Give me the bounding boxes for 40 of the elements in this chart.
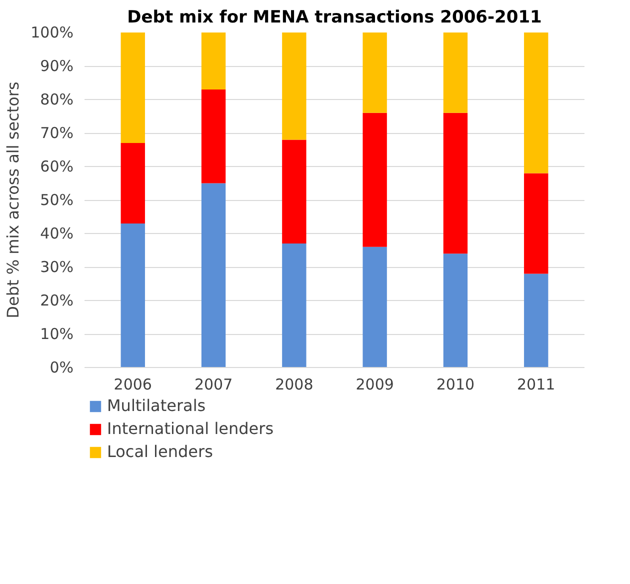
bar — [201, 32, 226, 90]
legend-label: International lenders — [107, 419, 274, 438]
x-tick-label: 2011 — [517, 376, 556, 394]
bar — [524, 274, 548, 368]
legend-label: Multilaterals — [107, 396, 206, 415]
bar — [524, 173, 548, 274]
bar — [443, 32, 468, 113]
x-tick-label: 2007 — [194, 376, 233, 394]
bar — [362, 112, 387, 247]
y-tick-label: 0% — [50, 358, 74, 376]
y-tick-label: 90% — [40, 57, 74, 75]
bar — [282, 244, 306, 368]
y-tick-label: 10% — [40, 325, 74, 343]
bar — [120, 143, 145, 224]
bar — [362, 246, 387, 368]
y-tick-label: 80% — [40, 90, 74, 108]
bar — [120, 223, 145, 368]
x-tick-label: 2009 — [356, 376, 394, 394]
y-axis-title: Debt % mix across all sectors — [4, 82, 23, 318]
bar — [201, 183, 226, 368]
y-tick-label: 100% — [30, 24, 74, 42]
y-tick-label: 60% — [40, 158, 74, 176]
bar — [282, 32, 306, 140]
legend-label: Local lenders — [107, 442, 213, 461]
y-tick-label: 50% — [40, 191, 74, 209]
y-tick-label: 20% — [40, 292, 74, 310]
bar — [201, 89, 226, 184]
bar — [524, 32, 548, 174]
bar — [443, 112, 468, 254]
bar — [120, 32, 145, 144]
y-tick-label: 40% — [40, 224, 74, 242]
y-tick-label: 70% — [40, 124, 74, 142]
chart-title: Debt mix for MENA transactions 2006-2011 — [127, 8, 542, 28]
y-tick-label: 30% — [40, 258, 74, 276]
bar — [362, 32, 387, 113]
bar — [443, 254, 468, 368]
x-tick-label: 2008 — [275, 376, 314, 394]
x-tick-label: 2006 — [114, 376, 152, 394]
x-tick-label: 2010 — [436, 376, 475, 394]
bar — [282, 140, 306, 244]
